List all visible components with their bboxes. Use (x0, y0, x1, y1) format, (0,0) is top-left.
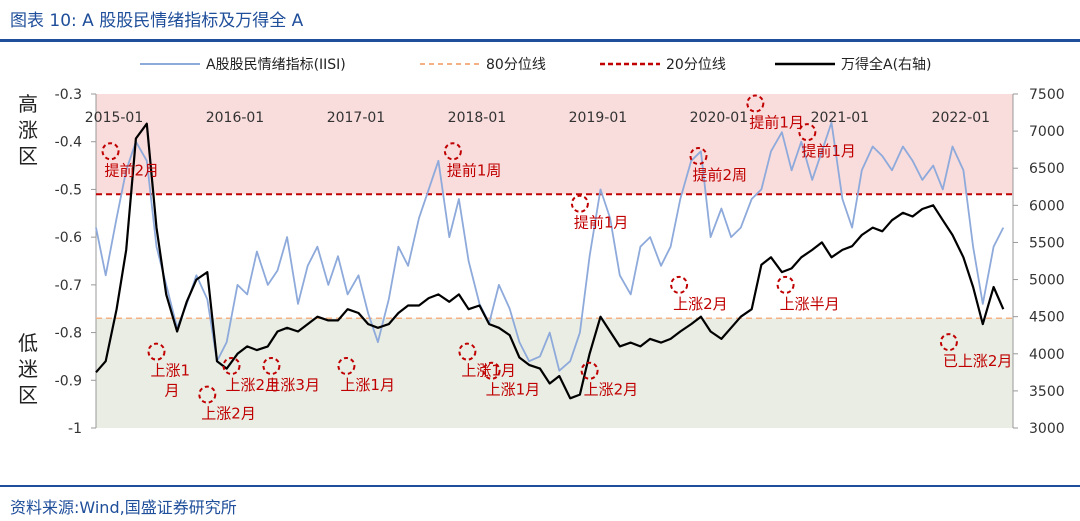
legend-label: 20分位线 (666, 57, 726, 73)
x-tick-label: 2015-01 (85, 110, 144, 126)
x-tick-label: 2021-01 (811, 110, 870, 126)
y-right-tick-label: 3500 (1029, 384, 1065, 400)
annotation-label: 上涨半月 (780, 295, 840, 313)
legend-label: 80分位线 (486, 57, 546, 73)
annotation-marker (776, 275, 795, 294)
annotation-marker (458, 342, 477, 361)
annotation-label: 上涨3月 (265, 376, 320, 394)
annotation-marker (689, 147, 708, 166)
x-tick-label: 2017-01 (327, 110, 386, 126)
annotation-label: 提前1月 (749, 114, 804, 132)
y-right-tick-label: 4500 (1029, 310, 1065, 326)
y-left-tick-label: -0.9 (55, 373, 82, 389)
source-note: 资料来源:Wind,国盛证券研究所 (10, 498, 237, 517)
x-tick-label: 2022-01 (932, 110, 991, 126)
annotation-label: 上涨1月 (486, 381, 541, 399)
header-rule (0, 39, 1080, 42)
y-right-tick-label: 4000 (1029, 347, 1065, 363)
annotation-marker (147, 342, 166, 361)
zones-layer (96, 94, 1013, 428)
annotation-label: 提前2周 (692, 166, 747, 184)
figure-title: 图表 10: A 股股民情绪指标及万得全 A (10, 11, 304, 31)
y-right-tick-label: 5000 (1029, 273, 1065, 289)
x-tick-label: 2020-01 (690, 110, 749, 126)
annotation-marker (670, 275, 689, 294)
annotation-marker (198, 385, 217, 404)
annotation-marker (939, 333, 958, 352)
y-right-tick-label: 6000 (1029, 198, 1065, 214)
annotation-marker (443, 142, 462, 161)
annotation-marker (580, 361, 599, 380)
series-iisi-line (95, 121, 1005, 372)
y-left-tick-label: -0.8 (55, 326, 82, 342)
plot-layer (95, 121, 1013, 400)
annotation-label: 提前1周 (447, 161, 502, 179)
legend-label: 万得全A(右轴) (841, 56, 932, 73)
annotation-label: 提前1月 (574, 214, 629, 232)
annotation-label: 提前1月 (801, 142, 856, 160)
y-right-tick-label: 7000 (1029, 124, 1065, 140)
y-right-tick-label: 6500 (1029, 161, 1065, 177)
x-tick-label: 2018-01 (448, 110, 507, 126)
y-left-tick-label: -0.4 (55, 135, 82, 151)
annotation-label: 上涨2月 (201, 405, 256, 423)
y-left-tick-label: -0.6 (55, 230, 82, 246)
footer-rule (0, 485, 1080, 487)
zone-label-low: 低迷区 (18, 331, 38, 407)
annotation-label: 上涨1月 (461, 362, 516, 380)
annotation-marker (482, 361, 501, 380)
legend: A股股民情绪指标(IISI) 80分位线 20分位线 万得全A(右轴) (140, 56, 932, 73)
annotation-label: 上涨1月 (340, 376, 395, 394)
annotation-marker (262, 356, 281, 375)
annotation-marker (570, 194, 589, 213)
legend-label: A股股民情绪指标(IISI) (206, 57, 346, 73)
y-right-tick-label: 7500 (1029, 87, 1065, 103)
annotation-label: 已上涨2月 (943, 352, 1013, 370)
annotation-marker (337, 356, 356, 375)
annotation-label: 上涨2月 (225, 376, 280, 394)
annotation-marker (798, 123, 817, 142)
annotation-label: 提前2月 (105, 161, 160, 179)
series-wind-a-line (95, 122, 1005, 400)
annotation-marker (222, 356, 241, 375)
y-right-tick-label: 5500 (1029, 235, 1065, 251)
y-right-tick-label: 3000 (1029, 421, 1065, 437)
y-left-tick-label: -0.7 (55, 278, 82, 294)
x-tick-label: 2019-01 (569, 110, 628, 126)
y-left-tick-label: -0.5 (55, 182, 82, 198)
annotation-label: 上涨2月 (673, 295, 728, 313)
annotation-marker (746, 94, 765, 113)
y-left-tick-label: -1 (68, 421, 82, 437)
zone-label-high: 高涨区 (18, 92, 38, 168)
low-zone-band (96, 318, 1013, 428)
x-tick-label: 2016-01 (206, 110, 265, 126)
annotation-marker (101, 142, 120, 161)
annotation-label: 上涨2月 (584, 381, 639, 399)
y-left-tick-label: -0.3 (55, 87, 82, 103)
